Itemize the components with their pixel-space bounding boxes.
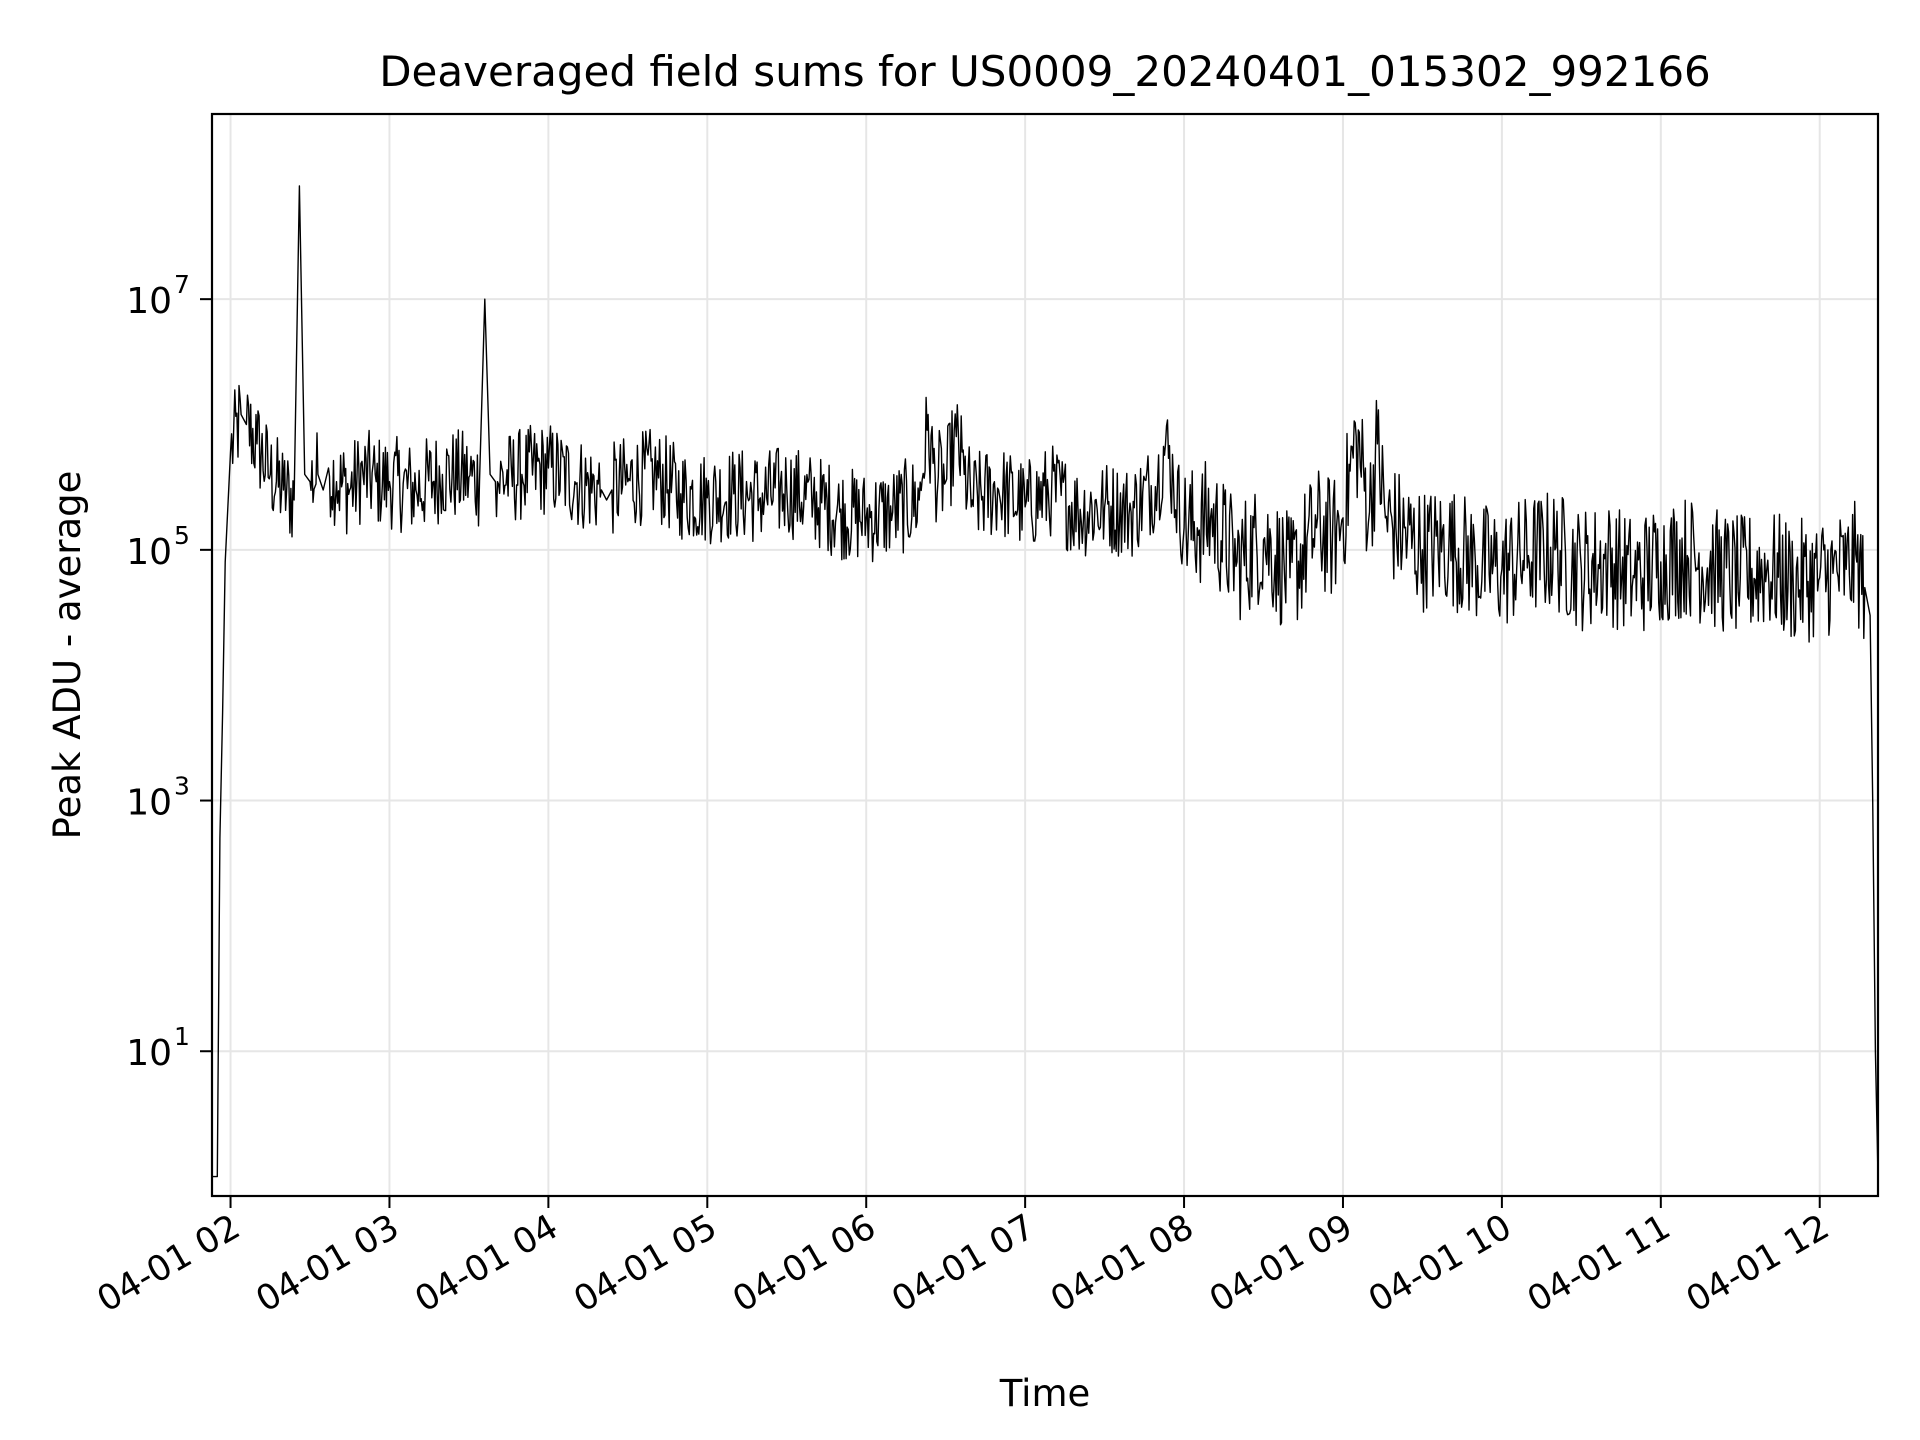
y-tick-exponent: 3 [174, 772, 190, 801]
x-tick-label: 04-01 02 [91, 1207, 247, 1320]
y-tick-label: 10 [126, 783, 172, 824]
x-tick-label: 04-01 06 [726, 1207, 882, 1320]
x-tick-label: 04-01 09 [1203, 1207, 1359, 1320]
x-axis-ticks: 04-01 02 04-01 03 04-01 04 04-01 05 04-01 06… [91, 1196, 1836, 1320]
y-tick-exponent: 1 [174, 1022, 190, 1051]
y-tick-exponent: 7 [174, 270, 190, 299]
y-tick-exponent: 5 [174, 521, 190, 550]
x-tick-label: 04-01 11 [1521, 1207, 1677, 1320]
y-axis-label: Peak ADU - average [46, 471, 89, 840]
x-tick-label: 04-01 03 [250, 1207, 406, 1320]
x-tick-label: 04-01 07 [885, 1207, 1041, 1320]
x-tick-label: 04-01 08 [1044, 1207, 1200, 1320]
y-tick-label: 10 [126, 281, 172, 322]
plot-frame [210, 112, 1880, 1198]
grid [212, 114, 1878, 1196]
x-tick-label: 04-01 12 [1680, 1207, 1836, 1320]
chart-title: Deaveraged field sums for US0009_2024040… [379, 47, 1711, 96]
x-tick-label: 04-01 10 [1362, 1207, 1518, 1320]
y-tick-label: 10 [126, 532, 172, 573]
x-tick-label: 04-01 05 [568, 1207, 724, 1320]
x-axis-label: Time [999, 1372, 1091, 1415]
series-line [212, 185, 1879, 1178]
y-tick-label: 10 [126, 1033, 172, 1074]
x-tick-label: 04-01 04 [409, 1207, 565, 1320]
series-layer [212, 185, 1879, 1178]
